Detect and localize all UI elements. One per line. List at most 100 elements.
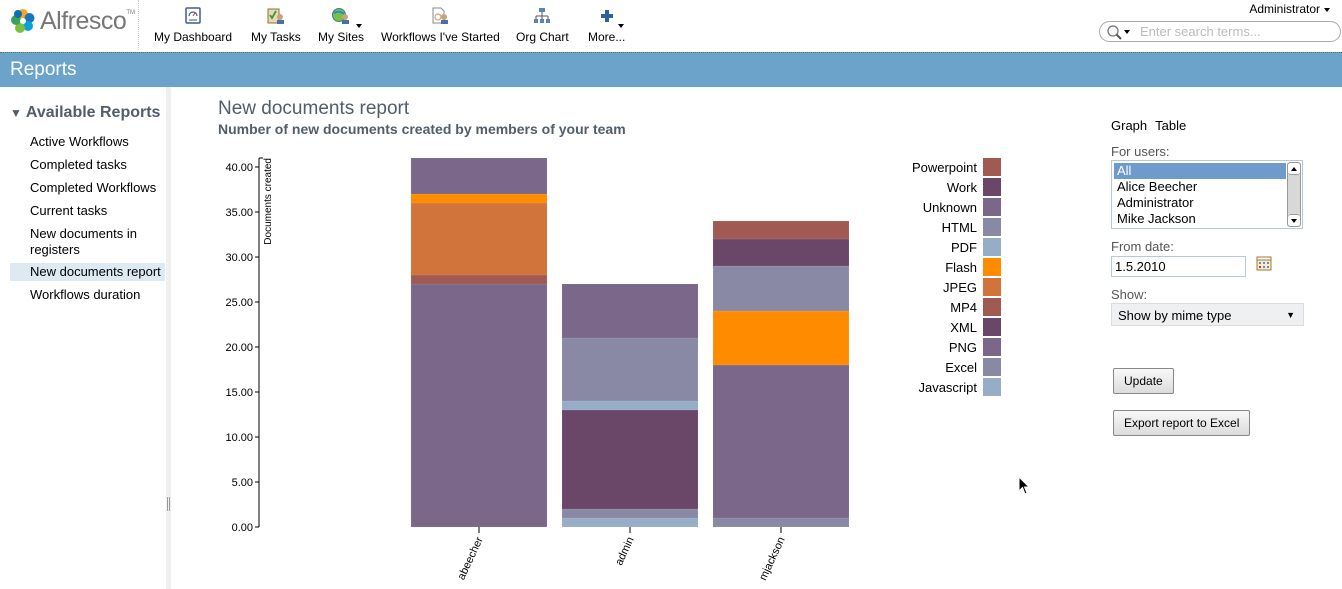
legend-swatch (983, 358, 1001, 376)
legend-swatch (983, 378, 1001, 396)
legend-swatch (983, 198, 1001, 216)
x-tick-label: mjackson (757, 535, 788, 582)
y-axis: 0.00 5.00 10.00 15.00 20.00 25.00 30.00 35.00 40… (225, 157, 263, 534)
mouse-cursor-icon (1018, 476, 1031, 495)
legend-swatch (983, 298, 1001, 316)
bars (410, 157, 850, 528)
header-divider (138, 0, 139, 50)
sidebar-item-current-tasks[interactable]: Current tasks (30, 203, 108, 218)
search-input[interactable] (1140, 24, 1335, 39)
sidebar-item-new-documents-report[interactable]: New documents report (10, 263, 165, 281)
y-tick-label: 15.00 (225, 387, 253, 399)
legend-label: XML (950, 320, 977, 335)
bar-segment-unknown (561, 283, 699, 339)
chevron-down-icon (618, 24, 624, 28)
sidebar-item-completed-tasks[interactable]: Completed tasks (30, 157, 127, 172)
alfresco-logo[interactable]: Alfresco TM (10, 6, 135, 36)
sidebar-item-workflows-duration[interactable]: Workflows duration (30, 287, 141, 302)
alfresco-flower-icon (11, 9, 35, 33)
legend-label: Javascript (918, 380, 977, 395)
collapse-triangle-icon[interactable]: ▼ (10, 106, 22, 120)
legend-label: Powerpoint (912, 160, 977, 175)
search-icon[interactable] (1106, 24, 1124, 40)
sidebar: ▼ Available Reports Active Workflows Comp… (0, 87, 166, 589)
dashboard-icon (185, 7, 201, 24)
nav-label: My Sites (318, 30, 365, 44)
sidebar-item-new-documents-in-registers[interactable]: New documents in registers (30, 226, 137, 257)
y-tick-label: 35.00 (225, 207, 253, 219)
chevron-down-icon[interactable] (1124, 30, 1130, 34)
from-date-input[interactable] (1111, 256, 1246, 277)
tab-table[interactable]: Table (1155, 118, 1187, 133)
legend-label: Excel (945, 360, 977, 375)
bar-segment-xml (561, 409, 699, 510)
bar-segment-javascript (561, 517, 699, 528)
legend-swatch (983, 258, 1001, 276)
sidebar-heading-label: Available Reports (25, 104, 161, 121)
legend-label: JPEG (943, 280, 977, 295)
scroll-up-icon[interactable] (1288, 163, 1300, 175)
nav-label: Org Chart (516, 30, 569, 44)
org-chart-icon (534, 8, 551, 23)
legend-swatch (983, 158, 1001, 176)
bar-segment-html (712, 265, 850, 312)
view-tabs: Graph Table (1111, 118, 1194, 133)
x-tick-label: admin (613, 535, 637, 567)
splitter-grip-icon[interactable] (167, 497, 170, 511)
legend-swatch (983, 218, 1001, 236)
x-tick-label: abeecher (455, 535, 485, 582)
sidebar-item-completed-workflows[interactable]: Completed Workflows (30, 180, 157, 195)
legend-swatch (983, 178, 1001, 196)
bar-mjackson (712, 220, 850, 528)
show-by-select[interactable]: Show by mime type ▼ (1111, 303, 1304, 326)
bar-segment-excel (561, 508, 699, 519)
user-option-alice-beecher[interactable]: Alice Beecher (1117, 179, 1198, 194)
y-tick-label: 5.00 (232, 477, 253, 489)
nav-workflows-started[interactable]: Workflows I've Started (381, 6, 500, 44)
legend-item: Javascript (918, 378, 1001, 396)
users-listbox[interactable]: All Alice Beecher Administrator Mike Jac… (1111, 160, 1303, 229)
nav-my-dashboard[interactable]: My Dashboard (154, 6, 232, 44)
legend-item: PNG (949, 338, 1001, 356)
update-button[interactable]: Update (1113, 368, 1174, 394)
calendar-icon[interactable] (1256, 255, 1272, 271)
nav-my-tasks[interactable]: My Tasks (251, 6, 301, 44)
legend-item: Unknown (923, 198, 1001, 216)
logo-trademark: TM (126, 10, 135, 16)
nav-org-chart[interactable]: Org Chart (516, 6, 569, 44)
search-box (1099, 21, 1341, 42)
bar-segment-png (712, 364, 850, 519)
bar-segment-excel (712, 517, 850, 528)
dropdown-arrow-icon: ▼ (1286, 310, 1295, 320)
user-option-mike-jackson[interactable]: Mike Jackson (1117, 211, 1196, 226)
stacked-bar-chart: 0.00 5.00 10.00 15.00 20.00 25.00 30.00 35.00 40… (225, 157, 1001, 582)
user-option-all[interactable]: All (1114, 163, 1286, 179)
user-name: Administrator (1249, 2, 1320, 16)
scroll-down-icon[interactable] (1288, 214, 1300, 226)
top-header: Alfresco TM My Dashboard My Tasks My Sit… (0, 0, 1342, 52)
nav-my-sites[interactable]: My Sites (318, 6, 364, 44)
sidebar-splitter[interactable] (166, 87, 171, 589)
nav-more[interactable]: More... (588, 6, 625, 44)
user-option-administrator[interactable]: Administrator (1117, 195, 1194, 210)
export-excel-button[interactable]: Export report to Excel (1113, 410, 1251, 436)
y-tick-label: 10.00 (225, 432, 253, 444)
y-tick-label: 40.00 (225, 162, 253, 174)
y-tick-label: 25.00 (225, 297, 253, 309)
user-menu[interactable]: Administrator (1249, 2, 1330, 16)
x-axis: abeecher admin mjackson (455, 527, 788, 582)
bar-segment-flash (712, 310, 850, 366)
users-scrollbar[interactable] (1287, 162, 1301, 227)
legend-item: HTML (942, 218, 1001, 236)
tasks-icon (267, 8, 284, 24)
legend-label: Unknown (923, 200, 977, 215)
bar-segment-work (712, 238, 850, 267)
from-date-label: From date: (1111, 239, 1174, 254)
tab-graph[interactable]: Graph (1111, 118, 1148, 133)
legend-label: MP4 (950, 300, 977, 315)
legend: Powerpoint Work Unknown HTML PDF Flash JPEG MP4… (912, 158, 1001, 396)
legend-label: PDF (951, 240, 977, 255)
sidebar-item-active-workflows[interactable]: Active Workflows (30, 134, 129, 149)
sidebar-heading[interactable]: ▼ Available Reports (10, 104, 160, 122)
bar-segment-powerpoint (712, 220, 850, 240)
